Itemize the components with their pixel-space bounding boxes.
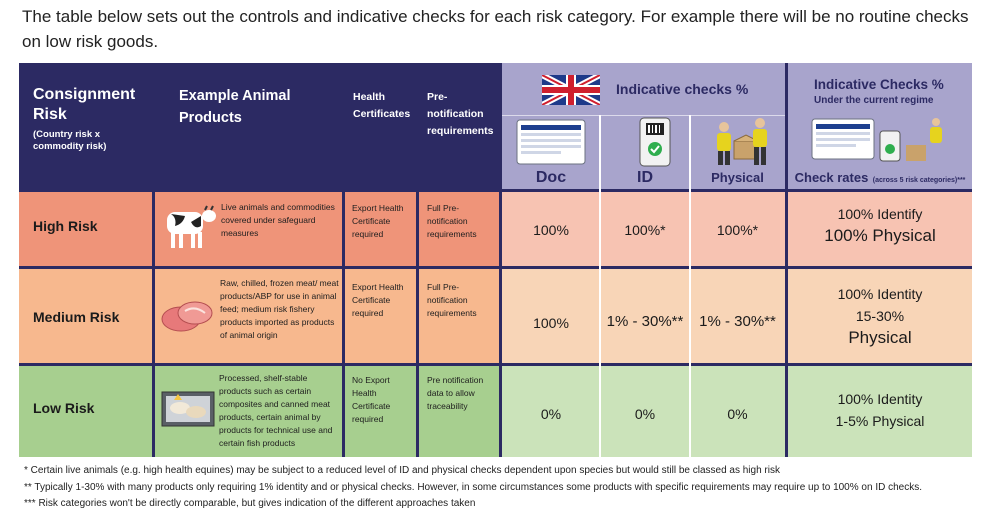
header-indicative-uk: Indicative checks %: [502, 63, 785, 189]
risk-controls-table: Consignment Risk (Country risk x commodi…: [19, 63, 972, 457]
row-low-indicative: 0% 0% 0%: [502, 366, 785, 457]
id-percent: 1% - 30%**: [606, 313, 684, 330]
category-label: Medium Risk: [33, 309, 120, 325]
doc-percent: 100%: [533, 222, 569, 238]
rate-line-2: 100% Physical: [824, 226, 936, 245]
row-high-prenotification: Full Pre-notification requirements: [419, 192, 499, 266]
footnote-2: ** Typically 1-30% with many products on…: [24, 482, 922, 493]
header-health-certificates: Health Certificates: [345, 63, 416, 189]
meat-icon: [161, 301, 213, 332]
id-percent: 0%: [634, 406, 656, 422]
rate-line-1: 100% Identity: [837, 391, 923, 407]
header-prenotification: Pre-notification requirements: [419, 63, 499, 189]
rate-line-2: 15-30%: [855, 308, 905, 324]
rate-line-3: Physical: [848, 328, 912, 347]
products-text: Live animals and commodities covered und…: [221, 202, 335, 238]
col-doc-label: Doc: [535, 169, 567, 186]
footnote-3: *** Risk categories won't be directly co…: [24, 498, 476, 509]
products-text: Raw, chilled, frozen meat/ meat products…: [220, 278, 339, 340]
doc-percent: 0%: [540, 406, 562, 422]
row-high-category: High Risk: [19, 192, 152, 266]
row-low-check-rates: 100% Identity 1-5% Physical: [788, 366, 972, 457]
category-label: High Risk: [33, 218, 98, 234]
col-id-label: ID: [637, 169, 653, 186]
check-rates-subtitle: (across 5 risk categories)***: [872, 177, 966, 184]
rate-line-2: 1-5% Physical: [835, 413, 925, 429]
canned-goods-icon: [161, 391, 215, 427]
row-medium-check-rates: 100% Identity 15-30% Physical: [788, 269, 972, 363]
row-low-certificates: No Export Health Certificate required: [345, 366, 416, 457]
row-high-indicative: 100% 100%* 100%*: [502, 192, 785, 266]
row-medium-indicative: 100% 1% - 30%** 1% - 30%**: [502, 269, 785, 363]
row-medium-products: Raw, chilled, frozen meat/ meat products…: [155, 269, 342, 363]
doc-percent: 100%: [533, 315, 569, 331]
example-products-title: Example Animal Products: [179, 88, 291, 126]
rate-line-1: 100% Identity: [837, 286, 923, 302]
row-high-check-rates: 100% Identify 100% Physical: [788, 192, 972, 266]
row-medium-certificates: Export Health Certificate required: [345, 269, 416, 363]
header-consignment-risk: Consignment Risk (Country risk x commodi…: [19, 63, 152, 189]
row-low-products: Processed, shelf-stable products such as…: [155, 366, 342, 457]
consignment-risk-subtitle: (Country risk x commodity risk): [33, 129, 107, 152]
row-medium-prenotification: Full Pre-notification requirements: [419, 269, 499, 363]
check-rates-label: Check rates (across 5 risk categories)**…: [788, 167, 972, 189]
header-indicative-current: Indicative Checks % Under the current re…: [788, 63, 972, 189]
cow-icon: [167, 205, 216, 248]
consignment-risk-title: Consignment Risk: [33, 86, 136, 123]
header-example-products: Example Animal Products: [155, 63, 342, 189]
physical-percent: 0%: [727, 406, 748, 422]
indicative-checks-uk-title: Indicative checks %: [616, 81, 749, 97]
column-divider: [689, 115, 691, 457]
category-label: Low Risk: [33, 400, 95, 416]
row-medium-category: Medium Risk: [19, 269, 152, 363]
check-rates-illustration-icon: [811, 118, 942, 162]
document-screen-icon: [516, 119, 586, 165]
prenotification-title: Pre-notification requirements: [427, 91, 494, 137]
health-certificates-title: Health Certificates: [353, 91, 411, 120]
check-rates-title: Check rates: [794, 170, 869, 185]
row-high-certificates: Export Health Certificate required: [345, 192, 416, 266]
rate-line-1: 100% Identify: [837, 206, 923, 222]
column-divider: [502, 115, 785, 116]
physical-percent: 100%*: [716, 222, 759, 238]
footnote-1: * Certain live animals (e.g. high health…: [24, 465, 780, 476]
row-low-prenotification: Pre notification data to allow traceabil…: [419, 366, 499, 457]
indicative-checks-current-title: Indicative Checks %: [814, 77, 944, 92]
uk-flag-icon: [542, 75, 600, 105]
physical-percent: 1% - 30%**: [699, 313, 776, 330]
products-text: Processed, shelf-stable products such as…: [219, 373, 333, 448]
column-divider: [599, 115, 601, 457]
id-percent: 100%*: [624, 222, 666, 238]
intro-text: The table below sets out the controls an…: [22, 7, 969, 51]
row-high-products: Live animals and commodities covered und…: [155, 192, 342, 266]
physical-inspector-icon: [717, 118, 767, 165]
id-phone-icon: [639, 117, 671, 167]
row-low-category: Low Risk: [19, 366, 152, 457]
under-current-regime-label: Under the current regime: [814, 95, 934, 106]
col-physical-label: Physical: [711, 170, 764, 185]
